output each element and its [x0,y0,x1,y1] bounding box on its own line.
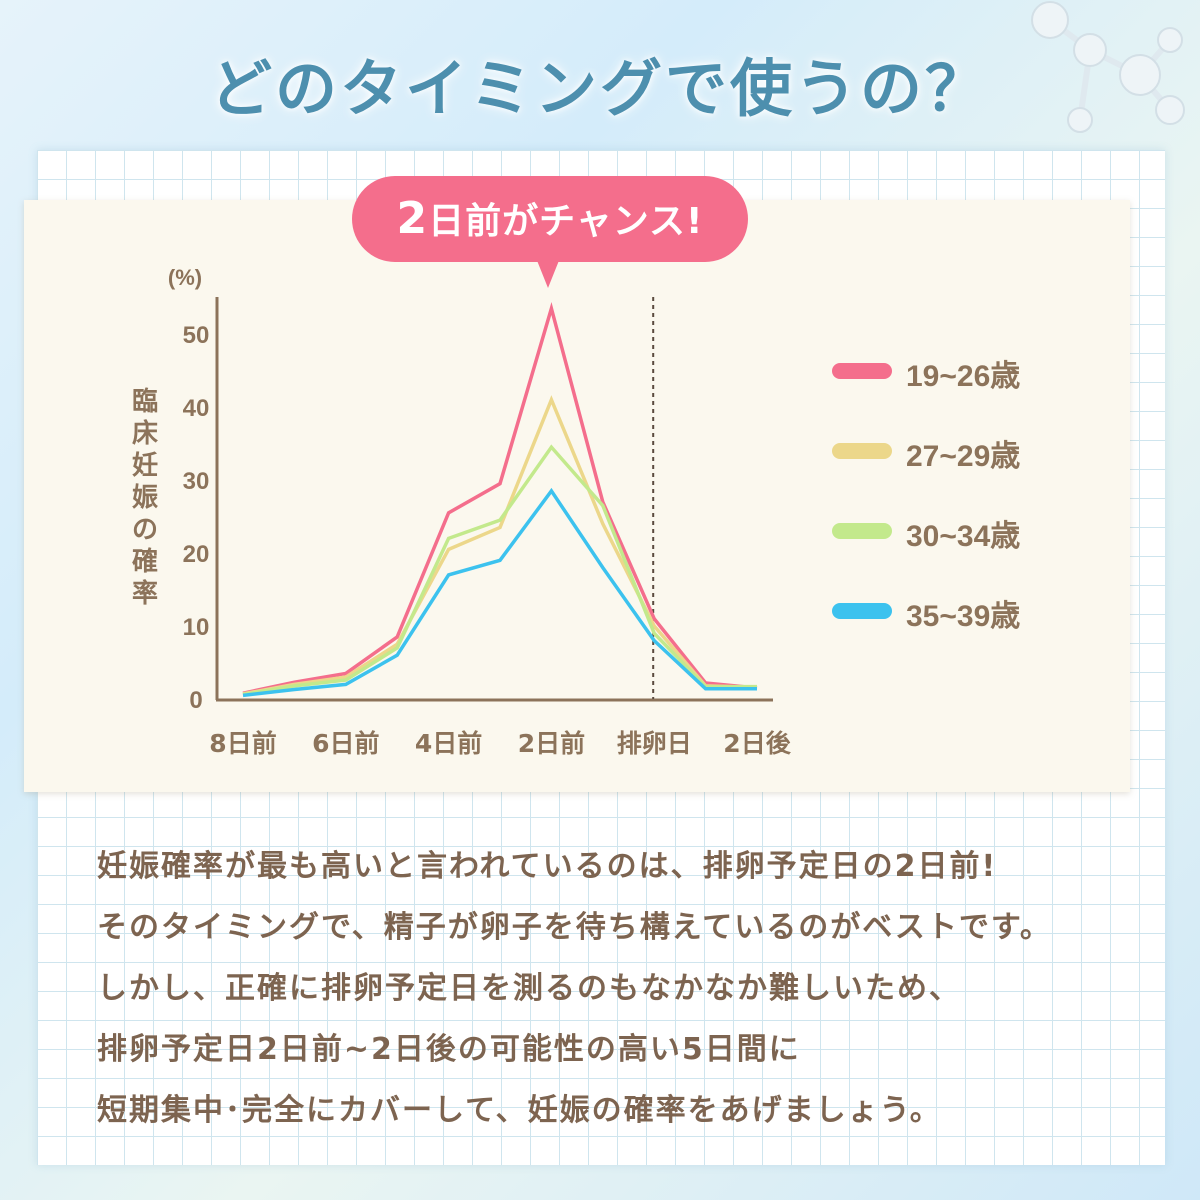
x-tick-label: 8日前 [209,729,276,758]
legend-label: 35~39歳 [906,600,1021,633]
x-tick-label: 2日前 [518,729,585,758]
callout-bubble: 2日前がチャンス! [352,176,748,262]
page-title: どのタイミングで使うの？ [209,52,990,125]
x-tick-label: 6日前 [312,729,379,758]
callout-tail [536,258,560,288]
chart-panel [24,200,1130,792]
legend-swatch [832,523,892,539]
y-tick-label: 20 [183,541,210,568]
description-line: しかし、正確に排卵予定日を測るのもなかなか難しいため、 [97,971,961,1006]
y-tick-label: 40 [183,395,210,422]
y-tick-label: 30 [183,468,210,495]
y-tick-label: 50 [183,322,210,349]
legend-swatch [832,443,892,459]
description-line: 短期集中･完全にカバーして、妊娠の確率をあげましょう。 [97,1093,942,1128]
callout-number: 2 [396,193,429,244]
y-tick-label: 10 [183,614,210,641]
y-axis-unit: (%) [168,265,202,290]
description-line: 排卵予定日2日前~2日後の可能性の高い5日間に [97,1032,801,1067]
legend-swatch [832,363,892,379]
description-line: そのタイミングで、精子が卵子を待ち構えているのがベストです。 [97,910,1052,945]
x-tick-label: 2日後 [723,729,791,758]
legend-label: 27~29歳 [906,440,1021,473]
series-line [242,301,758,695]
legend-label: 19~26歳 [906,360,1021,393]
legend-swatch [832,603,892,619]
x-tick-label: 排卵日 [617,729,692,758]
x-tick-label: 4日前 [415,729,482,758]
description-text: 妊娠確率が最も高いと言われているのは、排卵予定日の2日前! そのタイミングで、精… [97,836,1127,1141]
description-line: 妊娠確率が最も高いと言われているのは、排卵予定日の2日前! [97,849,998,884]
legend-label: 30~34歳 [906,520,1021,553]
callout-text: 日前がチャンス! [428,201,704,242]
molecule-decoration [1031,1,1185,133]
y-axis-label: 臨床妊娠の確率 [131,387,158,609]
y-tick-label: 0 [189,687,202,714]
